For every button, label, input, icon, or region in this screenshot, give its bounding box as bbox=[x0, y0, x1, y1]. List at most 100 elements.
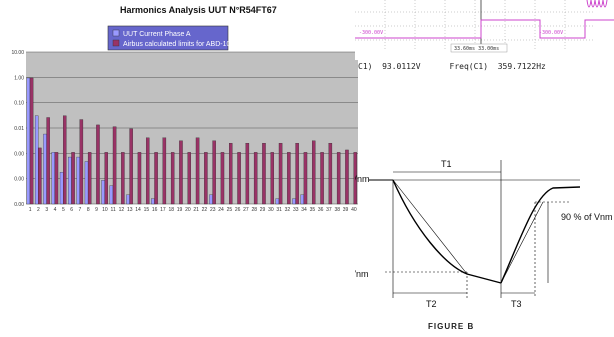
x-tick-label: 15 bbox=[144, 207, 150, 213]
bar-uut-current-h5 bbox=[59, 172, 64, 205]
bar-uut-current-h3 bbox=[43, 133, 47, 205]
x-tick-label: 32 bbox=[285, 207, 291, 213]
fall-line bbox=[392, 179, 468, 275]
x-tick-label: 10 bbox=[102, 207, 108, 213]
x-tick-label: 1 bbox=[29, 207, 32, 213]
x-tick-label: 14 bbox=[135, 207, 141, 213]
x-tick-label: 29 bbox=[260, 207, 266, 213]
bar-airbus-limit-h23 bbox=[212, 140, 216, 205]
bar-uut-current-h11 bbox=[109, 185, 114, 205]
bar-airbus-limit-h21 bbox=[195, 137, 200, 205]
legend-label-1: UUT Current Phase A bbox=[123, 31, 191, 38]
bar-airbus-limit-h40 bbox=[353, 152, 357, 205]
x-tick-label: 18 bbox=[168, 207, 174, 213]
x-axis-ticks: 1 2 3 4 5 6 7 8 9 10 11 12 13 14 15 16 17 18 19 20 21 22 23 24 2… bbox=[29, 207, 357, 213]
x-tick-label: 36 bbox=[318, 207, 324, 213]
x-tick-label: 6 bbox=[70, 207, 73, 213]
bar-uut-current-h23 bbox=[209, 194, 213, 205]
x-tick-label: 2 bbox=[37, 207, 40, 213]
x-tick-label: 5 bbox=[62, 207, 65, 213]
bar-airbus-limit-h32 bbox=[287, 152, 291, 205]
pct90-label: 90 % of Vnm bbox=[561, 212, 613, 222]
bar-uut-current-h13 bbox=[126, 194, 130, 205]
bar-airbus-limit-h20 bbox=[187, 152, 191, 205]
bar-airbus-limit-h34 bbox=[303, 152, 308, 205]
x-tick-label: 25 bbox=[227, 207, 233, 213]
pct10-label: 10 % of Vnm bbox=[355, 269, 369, 279]
x-tick-label: 35 bbox=[310, 207, 316, 213]
bar-airbus-limit-h3 bbox=[46, 117, 50, 205]
vnm-label: Vnm bbox=[355, 174, 370, 184]
legend-box bbox=[107, 25, 229, 51]
x-tick-label: 37 bbox=[326, 207, 332, 213]
y-tick-label: 0.00 bbox=[14, 202, 24, 208]
bar-airbus-limit-h19 bbox=[179, 140, 183, 205]
x-tick-label: 22 bbox=[202, 207, 208, 213]
y-tick-label: 1.00 bbox=[14, 75, 24, 81]
x-tick-label: 9 bbox=[95, 207, 98, 213]
bar-airbus-limit-h10 bbox=[104, 152, 108, 205]
x-tick-label: 38 bbox=[334, 207, 340, 213]
bar-airbus-limit-h26 bbox=[237, 152, 241, 205]
bar-uut-current-h6 bbox=[68, 156, 72, 205]
bar-airbus-limit-h7 bbox=[79, 119, 84, 205]
bar-airbus-limit-h8 bbox=[87, 152, 92, 205]
t1-label: T1 bbox=[441, 159, 452, 169]
t2-label: T2 bbox=[426, 299, 437, 309]
x-tick-label: 16 bbox=[152, 207, 158, 213]
bar-airbus-limit-h14 bbox=[137, 152, 142, 205]
bar-airbus-limit-h36 bbox=[320, 152, 324, 205]
bar-airbus-limit-h13 bbox=[129, 128, 133, 205]
scope-ripple bbox=[586, 0, 608, 8]
bar-airbus-limit-h15 bbox=[146, 137, 150, 205]
x-tick-label: 33 bbox=[293, 207, 299, 213]
x-tick-label: 7 bbox=[79, 207, 82, 213]
bar-airbus-limit-h33 bbox=[295, 143, 299, 205]
scope-cursor-readout: 33.60ms 33.00ms bbox=[454, 46, 499, 52]
x-tick-label: 3 bbox=[45, 207, 48, 213]
bar-airbus-limit-h16 bbox=[154, 152, 158, 205]
x-tick-label: 34 bbox=[301, 207, 307, 213]
y-tick-label: 0.10 bbox=[14, 101, 24, 107]
legend-label-2: Airbus calculated limits for ABD-100 bbox=[123, 41, 234, 48]
bar-uut-current-h4 bbox=[51, 152, 56, 205]
bar-airbus-limit-h5 bbox=[63, 115, 67, 205]
chart-title: Harmonics Analysis UUT N°R54FT67 bbox=[120, 5, 277, 15]
bars bbox=[26, 77, 357, 205]
y-tick-label: 0.00 bbox=[14, 151, 24, 157]
x-tick-label: 30 bbox=[268, 207, 274, 213]
bar-airbus-limit-h9 bbox=[96, 124, 100, 205]
x-tick-label: 21 bbox=[193, 207, 199, 213]
legend-swatch-1 bbox=[112, 29, 120, 37]
bar-airbus-limit-h27 bbox=[245, 143, 250, 205]
bar-airbus-limit-h28 bbox=[253, 152, 258, 205]
bar-airbus-limit-h1 bbox=[29, 77, 34, 205]
x-tick-label: 26 bbox=[235, 207, 241, 213]
bar-uut-current-h7 bbox=[76, 156, 80, 205]
scope-grid bbox=[355, 0, 595, 50]
bar-airbus-limit-h30 bbox=[270, 152, 274, 205]
bar-airbus-limit-h31 bbox=[278, 143, 283, 205]
scope-left-marker: -300.00V bbox=[359, 30, 383, 36]
x-tick-label: 27 bbox=[243, 207, 249, 213]
bar-uut-current-h31 bbox=[275, 198, 280, 205]
bar-airbus-limit-h29 bbox=[262, 143, 266, 205]
bar-uut-current-h8 bbox=[84, 161, 89, 205]
scope-vrms: C1) 93.0112V bbox=[358, 62, 421, 71]
bar-uut-current-h33 bbox=[292, 198, 296, 205]
figure-b-caption: FIGURE B bbox=[428, 322, 475, 331]
y-axis-ticks: 10.00 1.00 0.10 0.01 0.00 0.00 0.00 bbox=[11, 50, 24, 208]
bar-airbus-limit-h38 bbox=[336, 152, 341, 205]
legend: UUT Current Phase A Airbus calculated li… bbox=[107, 25, 234, 51]
x-tick-label: 40 bbox=[351, 207, 357, 213]
y-tick-label: 10.00 bbox=[11, 50, 24, 56]
x-tick-label: 13 bbox=[127, 207, 133, 213]
bar-airbus-limit-h35 bbox=[312, 140, 316, 205]
bar-uut-current-h34 bbox=[300, 194, 305, 205]
bar-uut-current-h16 bbox=[151, 198, 155, 205]
x-tick-label: 28 bbox=[251, 207, 257, 213]
bar-airbus-limit-h12 bbox=[121, 152, 125, 205]
bar-uut-current-h2 bbox=[34, 115, 39, 205]
x-tick-label: 24 bbox=[218, 207, 224, 213]
